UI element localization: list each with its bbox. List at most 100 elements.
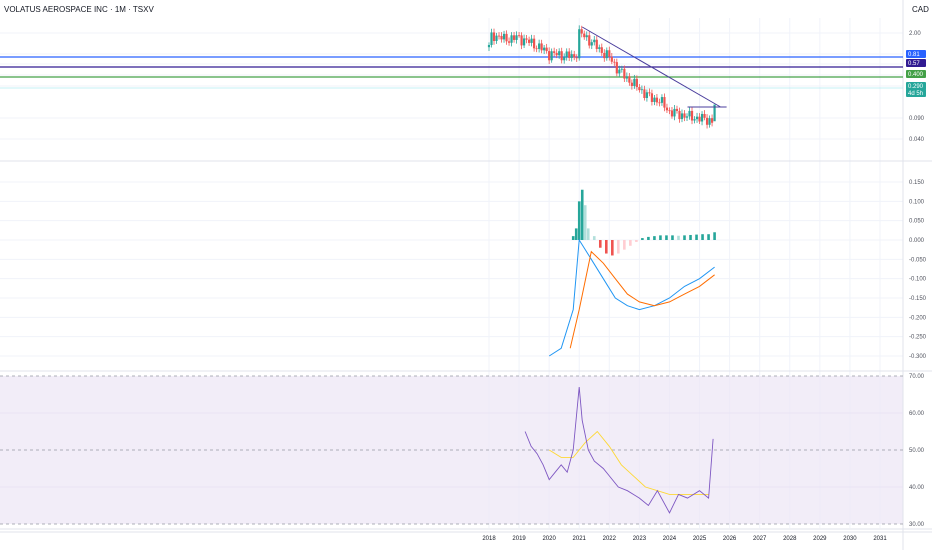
candle-body[interactable] bbox=[580, 29, 583, 34]
candle-body[interactable] bbox=[610, 56, 613, 62]
candle-body[interactable] bbox=[693, 119, 696, 121]
candle-body[interactable] bbox=[683, 113, 686, 118]
candle-body[interactable] bbox=[538, 43, 541, 49]
macd-histogram-bar[interactable] bbox=[617, 240, 620, 254]
macd-histogram-bar[interactable] bbox=[586, 228, 590, 240]
candle-body[interactable] bbox=[640, 89, 643, 91]
candle-body[interactable] bbox=[680, 113, 684, 120]
candle-body[interactable] bbox=[583, 33, 586, 38]
macd-histogram-bar[interactable] bbox=[659, 235, 662, 240]
candle-body[interactable] bbox=[555, 52, 558, 56]
candle-body[interactable] bbox=[515, 35, 518, 40]
candle-body[interactable] bbox=[633, 78, 636, 87]
candle-body[interactable] bbox=[533, 38, 536, 49]
candle-body[interactable] bbox=[685, 116, 689, 118]
macd-histogram-bar[interactable] bbox=[635, 240, 638, 242]
macd-histogram-bar[interactable] bbox=[671, 235, 674, 240]
candle-body[interactable] bbox=[497, 35, 501, 37]
candle-body[interactable] bbox=[663, 97, 666, 108]
macd-histogram-bar[interactable] bbox=[713, 232, 716, 240]
candle-body[interactable] bbox=[492, 32, 496, 42]
candle-body[interactable] bbox=[630, 82, 633, 87]
macd-histogram-bar[interactable] bbox=[689, 234, 692, 240]
candle-body[interactable] bbox=[568, 51, 571, 58]
candle-body[interactable] bbox=[600, 47, 603, 53]
candle-body[interactable] bbox=[700, 113, 704, 122]
candle-body[interactable] bbox=[490, 32, 493, 45]
macd-pane[interactable]: 0.150 0.100 0.050 0.000 -0.050 -0.100 -0.150 -0… bbox=[548, 180, 927, 360]
candle-body[interactable] bbox=[645, 92, 649, 98]
candle-body[interactable] bbox=[495, 35, 498, 42]
macd-histogram-bar[interactable] bbox=[683, 235, 686, 240]
candle-body[interactable] bbox=[588, 35, 591, 46]
macd-histogram-bar[interactable] bbox=[653, 236, 656, 240]
rsi-line[interactable] bbox=[524, 387, 714, 514]
candle-body[interactable] bbox=[512, 35, 516, 40]
candle-body[interactable] bbox=[548, 51, 551, 61]
candle-body[interactable] bbox=[625, 76, 628, 79]
candle-body[interactable] bbox=[670, 110, 674, 117]
candle-body[interactable] bbox=[675, 108, 679, 111]
candle-body[interactable] bbox=[502, 33, 506, 40]
macd-histogram-bar[interactable] bbox=[574, 228, 578, 240]
candle-body[interactable] bbox=[638, 87, 641, 91]
candle-body[interactable] bbox=[500, 35, 503, 40]
candle-body[interactable] bbox=[643, 89, 646, 98]
candle-body[interactable] bbox=[698, 116, 701, 122]
candle-body[interactable] bbox=[605, 50, 608, 59]
candle-body[interactable] bbox=[615, 62, 618, 74]
candle-body[interactable] bbox=[543, 47, 546, 51]
macd-histogram-bar[interactable] bbox=[605, 240, 608, 254]
macd-line[interactable] bbox=[548, 238, 715, 357]
candle-body[interactable] bbox=[507, 41, 511, 43]
candle-body[interactable] bbox=[665, 107, 669, 111]
candle-body[interactable] bbox=[660, 97, 664, 103]
candle-body[interactable] bbox=[705, 117, 709, 125]
macd-histogram-bar[interactable] bbox=[701, 234, 704, 240]
macd-histogram-bar[interactable] bbox=[629, 240, 632, 246]
candle-body[interactable] bbox=[578, 29, 581, 59]
candle-body[interactable] bbox=[595, 39, 598, 49]
macd-histogram-bar[interactable] bbox=[641, 238, 644, 240]
macd-histogram-bar[interactable] bbox=[647, 236, 650, 240]
macd-histogram-bar[interactable] bbox=[623, 240, 626, 250]
macd-histogram-bar[interactable] bbox=[580, 189, 584, 240]
macd-histogram-bar[interactable] bbox=[592, 236, 596, 240]
candle-body[interactable] bbox=[635, 78, 638, 88]
candle-body[interactable] bbox=[668, 110, 671, 112]
time-axis[interactable]: 2018 2019 2020 2021 2022 2023 2024 2025 2026 2027… bbox=[0, 531, 932, 542]
macd-histogram-bar[interactable] bbox=[583, 205, 587, 240]
macd-histogram-bar[interactable] bbox=[577, 201, 581, 240]
candle-body[interactable] bbox=[648, 92, 651, 94]
macd-histogram-bar[interactable] bbox=[695, 234, 698, 240]
candle-body[interactable] bbox=[520, 35, 523, 46]
candle-body[interactable] bbox=[690, 110, 694, 121]
candle-body[interactable] bbox=[593, 39, 596, 43]
candle-body[interactable] bbox=[620, 68, 623, 70]
candle-body[interactable] bbox=[517, 35, 521, 37]
macd-histogram-bar[interactable] bbox=[598, 240, 602, 248]
candle-body[interactable] bbox=[618, 69, 621, 74]
macd-histogram-bar[interactable] bbox=[707, 234, 710, 240]
candle-body[interactable] bbox=[695, 116, 699, 120]
candle-body[interactable] bbox=[658, 102, 661, 104]
candle-body[interactable] bbox=[565, 51, 568, 58]
candle-body[interactable] bbox=[525, 38, 528, 40]
rsi-ma-line[interactable] bbox=[548, 430, 709, 495]
macd-histogram-bar[interactable] bbox=[665, 235, 668, 240]
macd-histogram-bar[interactable] bbox=[677, 235, 680, 240]
candle-body[interactable] bbox=[563, 57, 566, 61]
candle-body[interactable] bbox=[608, 50, 611, 57]
candle-body[interactable] bbox=[530, 38, 533, 43]
candle-body[interactable] bbox=[553, 51, 556, 53]
candle-body[interactable] bbox=[487, 44, 491, 48]
trendline[interactable] bbox=[581, 26, 721, 108]
candle-body[interactable] bbox=[650, 93, 654, 102]
candle-body[interactable] bbox=[540, 43, 543, 51]
candle-body[interactable] bbox=[710, 118, 714, 123]
candle-body[interactable] bbox=[703, 113, 706, 118]
candle-body[interactable] bbox=[713, 104, 716, 122]
macd-histogram-bar[interactable] bbox=[571, 236, 575, 240]
candle-body[interactable] bbox=[623, 68, 626, 79]
